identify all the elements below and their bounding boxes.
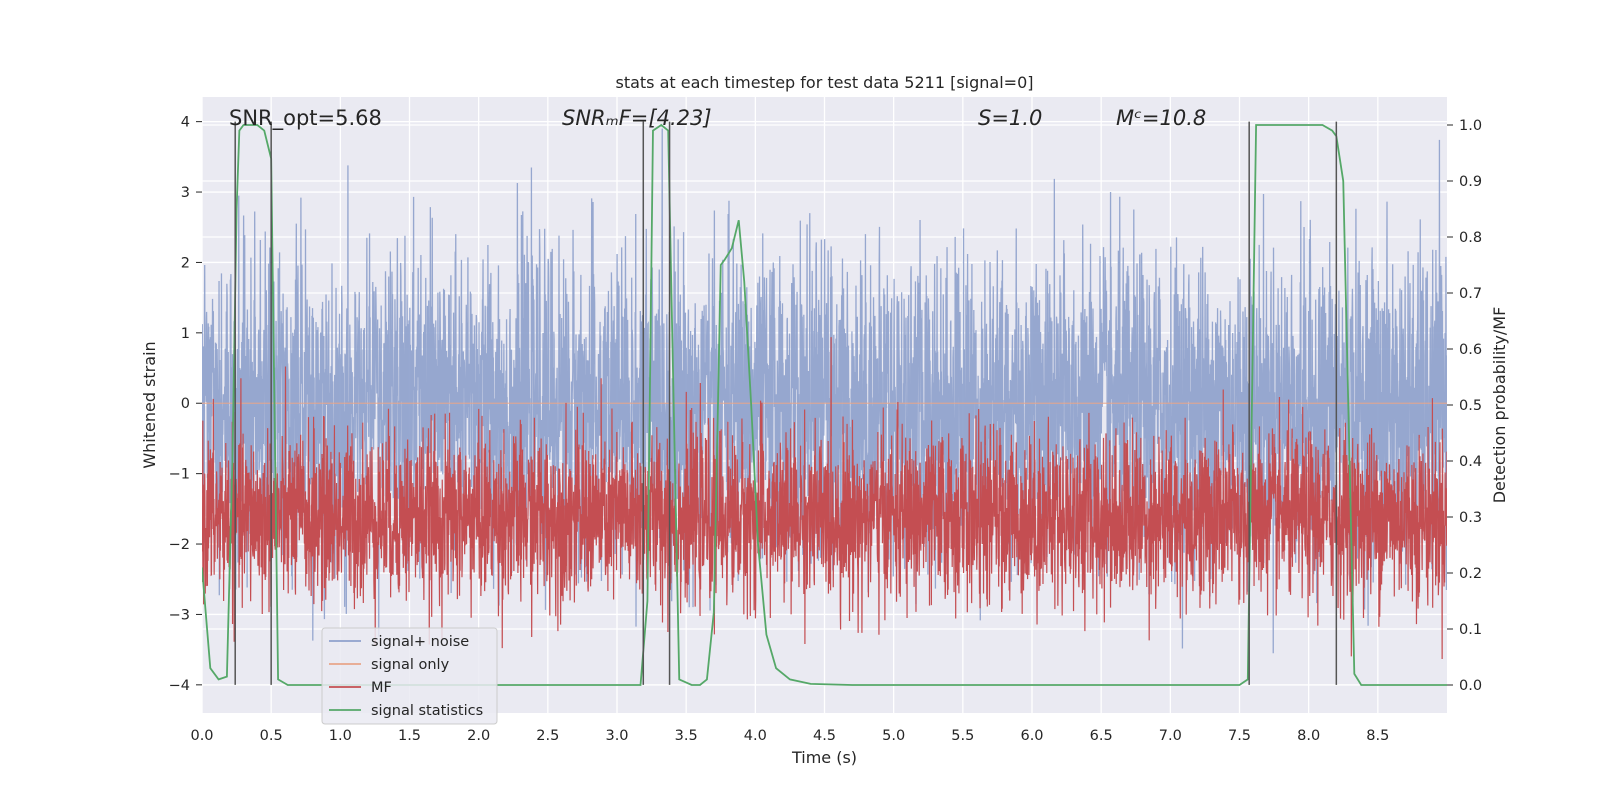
y-axis-label: Whitened strain — [140, 341, 159, 468]
x-tick-label: 5.5 — [951, 728, 974, 744]
y-tick-label: 1 — [181, 326, 190, 342]
x-tick-label: 4.0 — [744, 728, 767, 744]
x-tick-label: 1.0 — [329, 728, 352, 744]
x-tick-label: 2.0 — [467, 728, 490, 744]
y-tick-label: 0 — [181, 396, 190, 412]
legend: signal+ noise signal only MF signal stat… — [321, 627, 498, 725]
y-tick-label: 4 — [181, 115, 190, 131]
x-tick-label: 0.0 — [190, 728, 213, 744]
legend-label-signal-only: signal only — [371, 657, 450, 673]
x-tick-label: 3.0 — [605, 728, 628, 744]
mf-series — [202, 337, 1447, 660]
y2-tick-label: 0.2 — [1459, 566, 1482, 582]
y2-tick-label: 0.3 — [1459, 510, 1482, 526]
y2-tick-label: 0.8 — [1459, 230, 1482, 246]
y-tick-label: −1 — [169, 467, 190, 483]
legend-label-mf: MF — [371, 680, 392, 696]
y-tick-label: −3 — [169, 607, 190, 623]
legend-box — [321, 627, 498, 725]
x-tick-label: 0.5 — [260, 728, 283, 744]
legend-label-signal-statistics: signal statistics — [371, 703, 483, 719]
x-tick-label: 2.5 — [536, 728, 559, 744]
y2-tick-label: 1.0 — [1459, 118, 1482, 134]
y2-axis-label: Detection probability/MF — [1490, 307, 1509, 504]
y2-axis-ticks: 1.0 0.9 0.8 0.7 0.6 0.5 0.4 0.3 0.2 0.1 0.0 — [1447, 118, 1482, 694]
x-tick-label: 4.5 — [813, 728, 836, 744]
annotation-mc-value: Mᶜ=10.8 — [1116, 106, 1206, 130]
x-tick-label: 8.5 — [1366, 728, 1389, 744]
annotation-snr-mf: SNRₘF=[4.23] — [562, 106, 712, 130]
y2-tick-label: 0.9 — [1459, 174, 1482, 190]
x-tick-label: 8.0 — [1297, 728, 1320, 744]
y-axis-ticks: 4 3 2 1 0 −1 −2 −3 −4 — [169, 115, 202, 694]
y2-tick-label: 0.0 — [1459, 678, 1482, 694]
legend-label-signal-noise: signal+ noise — [371, 634, 469, 650]
x-tick-label: 6.0 — [1020, 728, 1043, 744]
signal-statistics-series — [202, 123, 1447, 686]
x-axis-ticks: 0.0 0.5 1.0 1.5 2.0 2.5 3.0 3.5 4.0 4.5 5.0 5.5 6.0 6… — [190, 728, 1389, 744]
x-tick-label: 3.5 — [675, 728, 698, 744]
y2-tick-label: 0.4 — [1459, 454, 1482, 470]
signal-noise-series — [202, 128, 1447, 654]
y-tick-label: 3 — [181, 185, 190, 201]
x-tick-label: 1.5 — [398, 728, 421, 744]
chart-title: stats at each timestep for test data 521… — [615, 73, 1033, 92]
y-tick-label: −4 — [169, 678, 190, 694]
plot-series-group — [202, 121, 1447, 686]
y-tick-label: −2 — [169, 537, 190, 553]
x-tick-label: 7.5 — [1228, 728, 1251, 744]
x-tick-label: 7.0 — [1159, 728, 1182, 744]
x-tick-label: 5.0 — [882, 728, 905, 744]
y2-tick-label: 0.6 — [1459, 342, 1482, 358]
x-tick-label: 6.5 — [1090, 728, 1113, 744]
y2-tick-label: 0.5 — [1459, 398, 1482, 414]
plot-content — [202, 121, 1447, 686]
annotation-snr-opt: SNR_opt=5.68 — [229, 106, 382, 131]
annotation-s-value: S=1.0 — [978, 106, 1042, 130]
y-tick-label: 2 — [181, 255, 190, 271]
y2-tick-label: 0.7 — [1459, 286, 1482, 302]
y2-tick-label: 0.1 — [1459, 622, 1482, 638]
x-axis-label: Time (s) — [791, 748, 857, 767]
